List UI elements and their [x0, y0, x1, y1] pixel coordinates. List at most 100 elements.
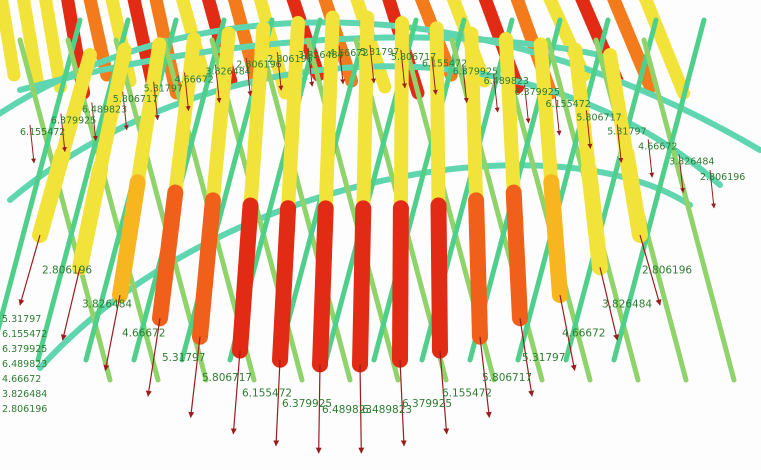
load-arrow — [369, 44, 377, 84]
load-value-label: 4.66672 — [2, 374, 41, 385]
load-value-label: 6.489823 — [322, 404, 372, 416]
load-arrow — [431, 56, 438, 95]
load-value-label: 3.826484 — [205, 67, 250, 78]
front-member-upper — [356, 10, 375, 216]
front-member-lower — [468, 192, 488, 345]
load-value-label: 3.826484 — [669, 157, 714, 168]
load-arrow — [338, 45, 346, 85]
load-value-label: 5.806717 — [482, 372, 532, 384]
load-arrows — [18, 44, 717, 454]
load-value-label: 6.155472 — [442, 387, 492, 399]
load-value-label: 3.826484 — [298, 50, 343, 61]
load-arrow — [479, 336, 492, 418]
load-value-label: 6.155472 — [545, 99, 590, 110]
load-arrow — [273, 359, 281, 447]
load-value-label: 4.66672 — [562, 328, 605, 340]
front-member-lower — [272, 200, 297, 368]
load-value-label: 5.31797 — [360, 47, 399, 58]
load-labels: 2.8061963.8264844.666725.317975.8067176.… — [2, 47, 745, 416]
load-value-label: 6.489823 — [484, 76, 529, 87]
front-member-lower — [392, 200, 409, 368]
load-arrow — [439, 350, 450, 435]
front-row-members — [32, 10, 648, 373]
load-value-label: 6.379925 — [2, 344, 47, 355]
front-member-lower — [232, 197, 259, 359]
load-arrow — [358, 364, 365, 454]
front-member-upper — [243, 21, 271, 213]
front-member-lower — [505, 184, 528, 327]
load-value-label: 5.31797 — [162, 352, 205, 364]
front-member-lower — [352, 200, 372, 373]
load-value-label: 3.826484 — [602, 298, 652, 310]
load-arrow — [678, 154, 686, 194]
back-member — [17, 0, 44, 88]
load-arrow — [315, 364, 322, 454]
load-arrow — [524, 84, 531, 124]
load-value-label: 6.155472 — [2, 329, 47, 340]
load-value-label: 4.66672 — [175, 75, 214, 86]
front-member-upper — [130, 37, 167, 190]
load-value-label: 6.155472 — [242, 387, 292, 399]
back-member — [639, 0, 691, 100]
front-member-lower — [618, 146, 648, 243]
load-arrow — [400, 49, 407, 89]
load-value-label: 5.31797 — [144, 84, 183, 95]
front-member-lower — [192, 192, 221, 345]
load-value-label: 5.806717 — [576, 112, 621, 123]
load-arrow — [103, 294, 121, 372]
load-value-label: 5.31797 — [522, 352, 565, 364]
load-arrow — [647, 139, 655, 178]
load-arrow — [61, 267, 81, 341]
load-arrow — [18, 234, 41, 306]
front-member-upper — [568, 42, 596, 177]
load-arrow — [184, 72, 191, 112]
load-arrow — [29, 124, 37, 164]
load-value-label: 5.806717 — [391, 52, 436, 63]
load-arrow — [554, 97, 562, 136]
load-arrow — [559, 294, 577, 372]
front-member-upper — [464, 26, 484, 208]
load-value-label: 3.826484 — [82, 298, 132, 310]
load-arrow — [188, 336, 201, 418]
load-value-label: 5.806717 — [202, 372, 252, 384]
brace-member — [563, 17, 659, 363]
load-arrow — [585, 110, 593, 149]
load-arrow — [616, 124, 624, 163]
load-value-label: 5.31797 — [2, 314, 41, 325]
front-member-lower — [543, 174, 568, 304]
load-arrow — [214, 64, 222, 104]
load-value-label: 2.806196 — [42, 265, 92, 277]
front-member-lower — [72, 161, 109, 276]
front-member-upper — [429, 21, 446, 213]
load-arrow — [60, 113, 67, 153]
load-arrow — [145, 318, 161, 397]
back-member — [0, 0, 21, 82]
load-value-label: 2.806196 — [700, 172, 745, 183]
load-arrow — [91, 102, 98, 141]
front-member-lower — [430, 197, 448, 359]
load-value-label: 4.66672 — [329, 48, 368, 59]
load-arrow — [709, 169, 717, 209]
load-value-label: 6.379925 — [402, 398, 452, 410]
load-value-label: 6.379925 — [282, 398, 332, 410]
back-member — [39, 0, 67, 94]
front-member-lower — [312, 200, 334, 373]
load-value-label: 4.66672 — [638, 141, 677, 152]
front-member-upper — [499, 32, 521, 200]
brace-member — [641, 37, 737, 383]
brace-member — [611, 17, 707, 363]
front-member-upper — [205, 26, 236, 208]
front-member-upper — [168, 32, 201, 200]
front-member-upper — [603, 48, 634, 161]
load-value-label: 4.66672 — [122, 328, 165, 340]
load-arrow — [599, 267, 619, 341]
front-member-upper — [93, 42, 132, 177]
front-member-upper — [281, 16, 305, 216]
load-value-label: 2.806196 — [642, 265, 692, 277]
load-arrow — [245, 57, 253, 97]
load-arrow — [462, 64, 469, 103]
brace-member — [515, 17, 611, 363]
load-value-label: 6.489823 — [2, 359, 47, 370]
